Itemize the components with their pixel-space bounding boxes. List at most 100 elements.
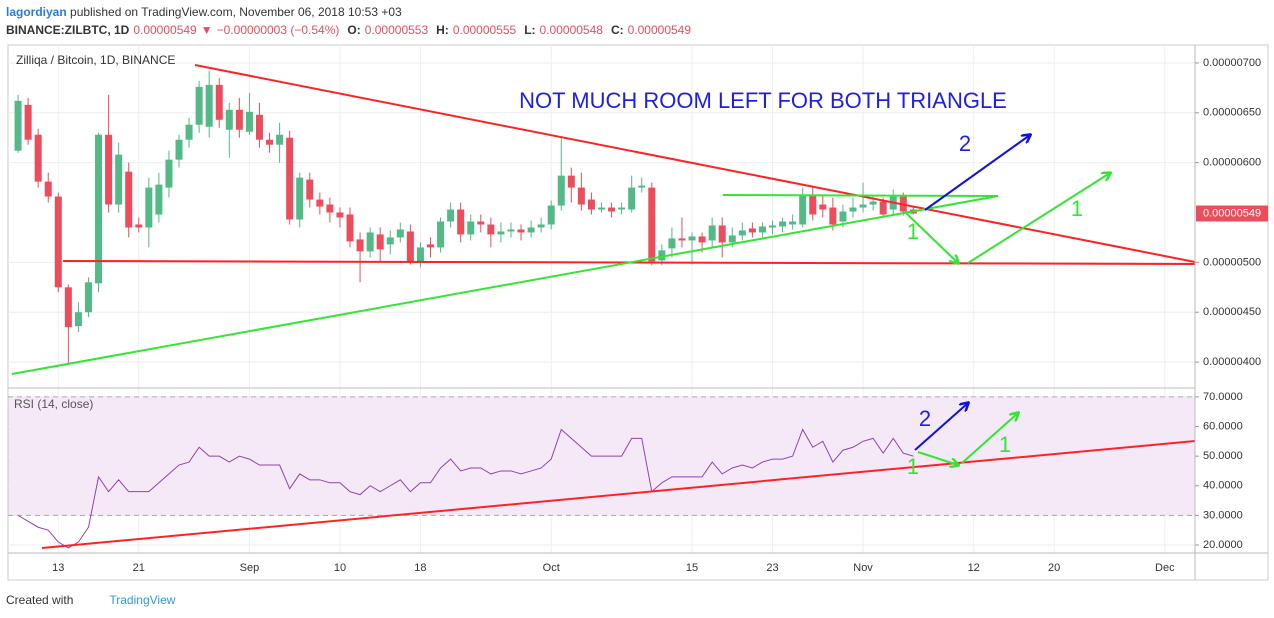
quote-line: BINANCE:ZILBTC, 1D 0.00000549 ▼ −0.00000003…: [6, 23, 695, 37]
annotation: 2: [959, 131, 971, 156]
y-tick-label: 0.00000600: [1203, 157, 1261, 169]
annotation: NOT MUCH ROOM LEFT FOR BOTH TRIANGLE: [519, 88, 1007, 113]
y-tick-label: 0.00000400: [1203, 356, 1261, 368]
candle-body: [567, 175, 575, 188]
candle-body: [668, 238, 676, 249]
annotation: 1: [907, 219, 919, 244]
candle-body: [457, 209, 465, 235]
candle-body: [84, 282, 92, 313]
arrow: [967, 173, 1110, 264]
candle-body: [829, 207, 837, 225]
candle-body: [235, 109, 243, 130]
x-tick-label: 21: [133, 562, 145, 574]
quote-part: BINANCE:ZILBTC, 1D: [6, 23, 130, 37]
resistance-line: [722, 194, 999, 197]
candle-body: [215, 84, 223, 120]
y-tick-label: 0.00000650: [1203, 107, 1261, 119]
candle-body: [205, 84, 213, 127]
candle-body: [799, 194, 807, 225]
trend-line: [41, 440, 1196, 549]
arrow: [961, 413, 1018, 464]
x-tick-label: 15: [686, 562, 698, 574]
x-tick-label: 18: [414, 562, 426, 574]
price-label-box: [1196, 205, 1268, 222]
candle-body: [165, 159, 173, 188]
candle-body: [155, 184, 163, 215]
y-tick-label: 60.0000: [1203, 420, 1243, 432]
candle-body: [44, 181, 52, 197]
candle-body: [527, 227, 535, 233]
annotation: 2: [919, 406, 931, 431]
quote-part: 0.00000548: [539, 23, 603, 37]
candle-body: [306, 179, 314, 200]
quote-part: ▼: [200, 23, 213, 37]
candle-body: [115, 154, 123, 205]
candle-body: [748, 228, 756, 233]
quote-part: H:: [436, 23, 449, 37]
quote-part: 0.00000549: [627, 23, 692, 37]
x-tick-label: Dec: [1155, 562, 1175, 574]
candle-body: [618, 207, 626, 210]
candle-body: [467, 221, 475, 235]
candle-body: [336, 212, 344, 218]
rsi-line: [17, 428, 914, 549]
y-tick-label: 30.0000: [1203, 509, 1243, 521]
candle-body: [366, 232, 374, 252]
candle-body: [507, 229, 515, 232]
candle-body: [789, 221, 797, 225]
candle-body: [487, 224, 495, 235]
drawings: [11, 64, 1196, 549]
candle-body: [276, 134, 284, 145]
y-tick-label: 0.00000450: [1203, 306, 1261, 318]
candle-body: [296, 177, 304, 220]
candle-body: [14, 100, 22, 151]
brand[interactable]: TradingView: [109, 593, 176, 607]
candle-body: [34, 134, 42, 182]
y-tick-label: 70.0000: [1203, 391, 1243, 403]
candle-body: [678, 238, 686, 241]
candle-body: [195, 86, 203, 125]
candle-body: [547, 205, 555, 225]
arrow: [917, 451, 958, 465]
candle-body: [175, 139, 183, 160]
annotation: 1: [999, 432, 1011, 457]
candle-body: [477, 221, 485, 225]
footer: Created with TradingView: [6, 593, 175, 607]
candle-body: [447, 209, 455, 222]
x-tick-label: 23: [766, 562, 778, 574]
candle-body: [135, 224, 143, 228]
candle-body: [416, 247, 424, 262]
x-tick-label: 10: [334, 562, 346, 574]
legend: RSI (14, close): [14, 397, 93, 411]
header-line: lagordiyan published on TradingView.com,…: [6, 5, 402, 19]
candle-body: [598, 207, 605, 210]
candle-body: [869, 201, 877, 205]
author[interactable]: lagordiyan: [6, 5, 67, 19]
x-tick-label: 20: [1048, 562, 1060, 574]
candle-body: [266, 139, 274, 145]
candle-body: [628, 187, 636, 210]
y-tick-label: 20.0000: [1203, 539, 1243, 551]
candle-body: [386, 237, 394, 245]
trend-line: [11, 195, 999, 375]
candle-body: [437, 221, 445, 248]
candle-body: [658, 250, 666, 261]
candle-body: [225, 109, 233, 130]
candle-body: [346, 214, 354, 242]
quote-part: 0.00000549: [133, 23, 197, 37]
quote-part: L:: [524, 23, 536, 37]
quote-part: −0.00000003 (−0.54%): [216, 23, 340, 37]
candle-body: [356, 239, 364, 252]
candle-body: [779, 221, 787, 227]
arrow: [924, 135, 1030, 211]
candle-body: [587, 199, 595, 210]
x-tick-label: 12: [968, 562, 980, 574]
annotation: 1: [907, 454, 919, 479]
x-tick-label: Sep: [240, 562, 260, 574]
candle-body: [708, 225, 716, 241]
candle-body: [145, 187, 153, 228]
quote-part: O:: [347, 23, 361, 37]
candle-body: [185, 124, 193, 140]
candle-body: [426, 244, 434, 248]
